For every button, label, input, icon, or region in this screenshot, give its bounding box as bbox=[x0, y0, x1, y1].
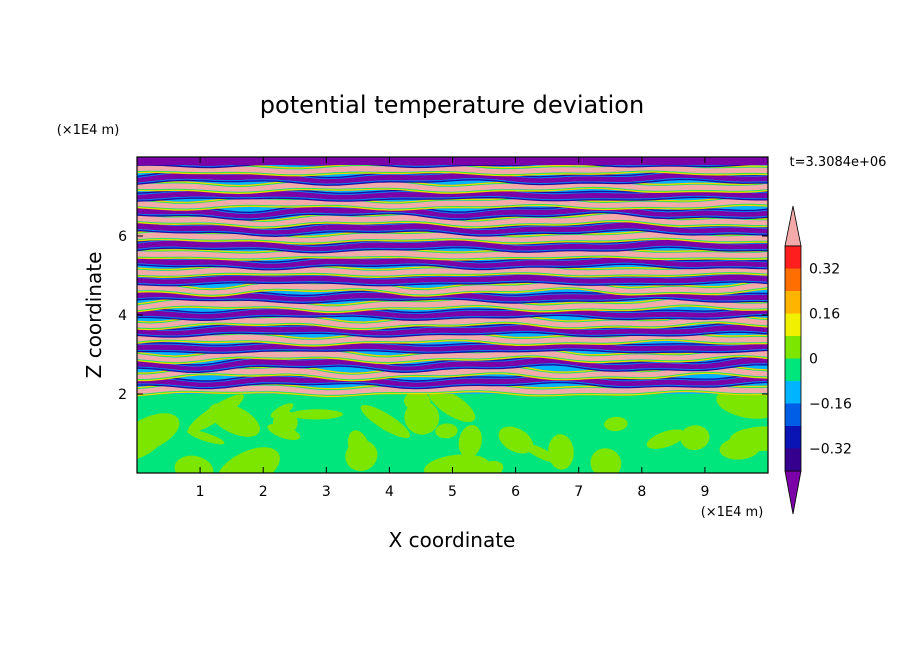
band-core bbox=[137, 384, 768, 395]
band-core bbox=[137, 231, 768, 243]
x-tick-label: 2 bbox=[259, 484, 268, 500]
lower-layer-patch bbox=[270, 403, 294, 419]
x-tick-label: 1 bbox=[196, 484, 205, 500]
lower-layer-patch bbox=[267, 423, 301, 441]
heatmap-field bbox=[137, 157, 768, 473]
cool-band bbox=[137, 322, 768, 338]
band-core bbox=[137, 332, 768, 345]
band-core bbox=[137, 356, 768, 371]
time-label: t=3.3084e+06 bbox=[790, 155, 887, 170]
lower-layer-patch bbox=[646, 429, 686, 449]
cool-band bbox=[137, 237, 768, 254]
cool-band bbox=[137, 220, 768, 237]
band-core bbox=[137, 197, 768, 209]
x-tick-label: 4 bbox=[385, 484, 394, 500]
lower-layer-patch bbox=[209, 403, 260, 437]
band-core bbox=[137, 274, 768, 285]
x-tick-label: 3 bbox=[322, 484, 331, 500]
lower-layer-patch bbox=[729, 426, 768, 452]
lower-layer-patch bbox=[680, 425, 710, 451]
chart-title: potential temperature deviation bbox=[260, 91, 644, 119]
lower-layer-patch bbox=[187, 429, 225, 445]
lower-layer bbox=[137, 387, 768, 473]
band-core bbox=[137, 374, 768, 388]
colorbar-label: 0.16 bbox=[809, 307, 840, 323]
band-core bbox=[137, 280, 768, 295]
y-tick-label: 6 bbox=[118, 229, 127, 245]
colorbar-label: 0.32 bbox=[809, 262, 840, 278]
colorbar-segment bbox=[785, 358, 801, 381]
stratified-upper-layer bbox=[137, 157, 768, 398]
cool-band bbox=[137, 254, 768, 271]
warm-band bbox=[137, 195, 768, 211]
colorbar-segment bbox=[785, 336, 801, 359]
y-axis-label: Z coordinate bbox=[82, 252, 106, 379]
colorbar bbox=[784, 205, 802, 515]
x-tick-label: 8 bbox=[637, 484, 646, 500]
band-core bbox=[137, 222, 768, 235]
band-core bbox=[137, 171, 768, 184]
colorbar-segment bbox=[785, 426, 801, 449]
warm-band bbox=[137, 229, 768, 245]
colorbar-label: 0 bbox=[809, 352, 818, 368]
band-core bbox=[137, 164, 768, 175]
colorbar-frame bbox=[784, 245, 802, 472]
band-core bbox=[137, 256, 768, 269]
colorbar-segment bbox=[785, 448, 801, 471]
colorbar-segment bbox=[785, 313, 801, 336]
lower-layer-patch bbox=[470, 460, 504, 473]
y-tick-label: 2 bbox=[118, 387, 127, 403]
x-axis-ticks: 1 2 3 4 5 6 7 8 9 bbox=[196, 157, 709, 500]
x-tick-label: 6 bbox=[511, 484, 520, 500]
x-tick-label: 7 bbox=[574, 484, 583, 500]
lower-layer-patch bbox=[435, 423, 458, 439]
band-core bbox=[137, 307, 768, 319]
colorbar-tick-labels: 0.32 0.16 0 −0.16 −0.32 bbox=[809, 262, 852, 458]
lower-layer-patch bbox=[590, 448, 622, 473]
colorbar-segment bbox=[785, 381, 801, 404]
band-core bbox=[137, 348, 768, 363]
band-core bbox=[137, 324, 768, 336]
band-core bbox=[137, 239, 768, 252]
lower-layer-patch bbox=[458, 424, 482, 458]
band-core bbox=[137, 190, 768, 200]
y-axis-ticks: 2 4 6 bbox=[118, 229, 768, 403]
colorbar-extend-max bbox=[784, 205, 802, 247]
lower-layer-patch bbox=[360, 405, 410, 439]
colorbar-label: −0.32 bbox=[809, 442, 852, 458]
x-axis-label: X coordinate bbox=[389, 528, 516, 552]
lower-layer-patch bbox=[716, 388, 768, 419]
colorbar-segment bbox=[785, 291, 801, 314]
x-axis-unit: (×1E4 m) bbox=[701, 505, 764, 520]
band-core bbox=[137, 365, 768, 380]
x-tick-label: 9 bbox=[700, 484, 709, 500]
lower-layer-patch bbox=[345, 440, 378, 472]
cool-band bbox=[137, 372, 768, 390]
lower-layer-patch bbox=[498, 426, 534, 454]
lower-layer-patch bbox=[428, 387, 476, 422]
colorbar-segment bbox=[785, 268, 801, 291]
warm-band bbox=[137, 381, 768, 398]
lower-layer-patch bbox=[604, 416, 628, 432]
colorbar-label: −0.16 bbox=[809, 397, 852, 413]
y-axis-unit: (×1E4 m) bbox=[57, 123, 120, 138]
band-core bbox=[137, 291, 768, 302]
warm-band bbox=[137, 346, 768, 365]
colorbar-extend-min bbox=[784, 470, 802, 515]
lower-layer-patch bbox=[290, 409, 343, 420]
band-core bbox=[137, 298, 768, 311]
warm-band bbox=[137, 330, 768, 347]
warm-band bbox=[137, 363, 768, 382]
colorbar-segment bbox=[785, 403, 801, 426]
lower-layer-patch bbox=[404, 400, 440, 435]
y-tick-label: 4 bbox=[118, 308, 127, 324]
cool-band bbox=[137, 305, 768, 321]
band-core bbox=[137, 315, 768, 329]
x-tick-label: 5 bbox=[448, 484, 457, 500]
lower-layer-patch bbox=[434, 456, 464, 473]
lower-layer-patch bbox=[137, 413, 180, 453]
colorbar-segment bbox=[785, 246, 801, 269]
cool-band bbox=[137, 187, 768, 202]
